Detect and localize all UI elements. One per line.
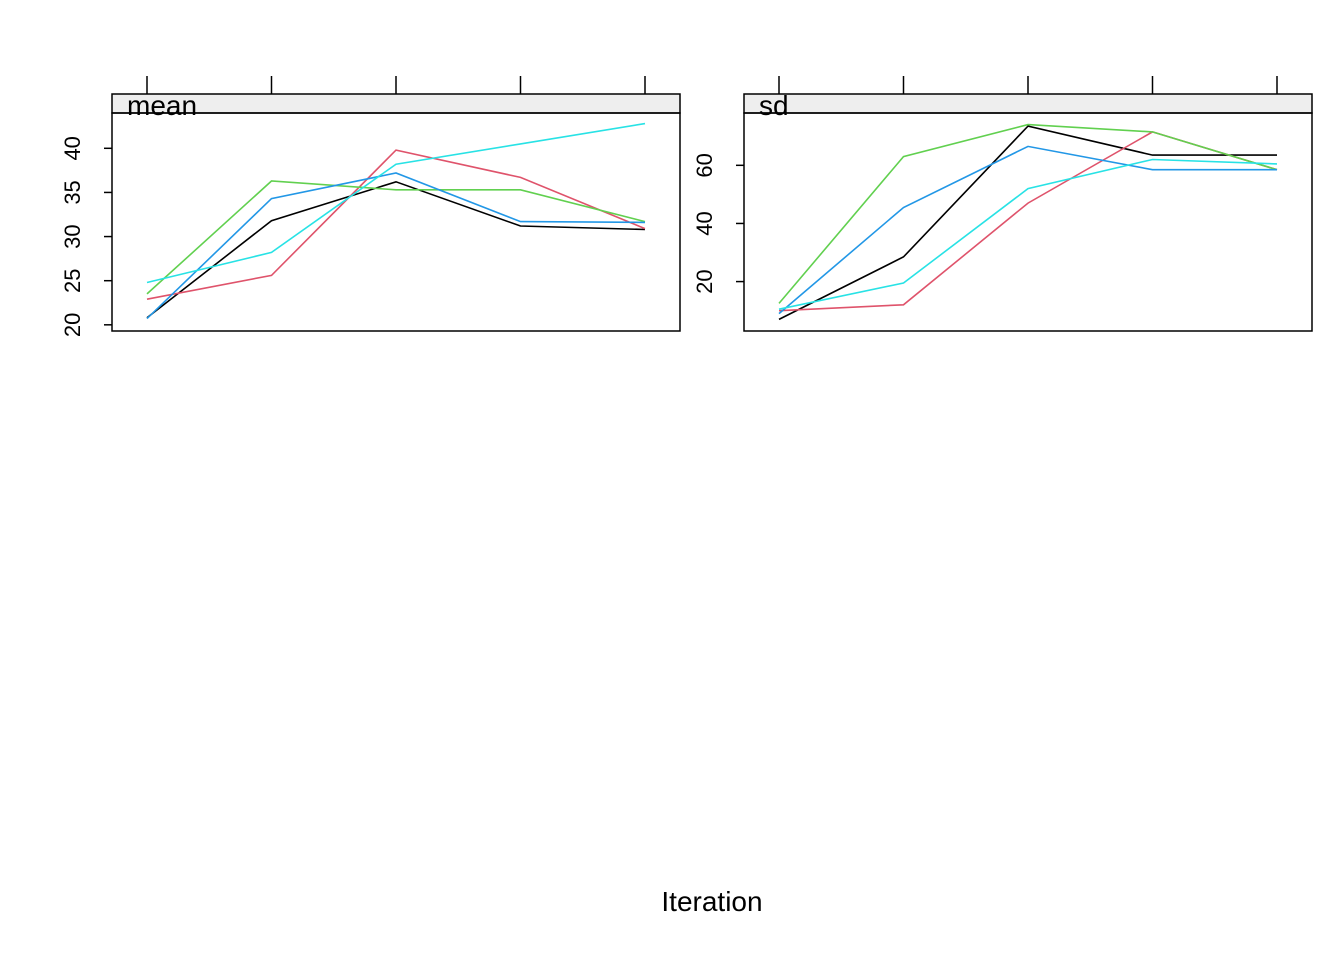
y-tick-label-mean-20: 20 — [60, 313, 85, 337]
series-line-sd-2 — [778, 131, 1278, 312]
strip-label-mean: mean — [127, 90, 197, 121]
y-tick-label-sd-20: 20 — [692, 269, 717, 293]
series-line-mean-5 — [146, 122, 646, 284]
series-line-sd-4 — [778, 145, 1277, 315]
strip-sd — [743, 93, 1313, 114]
strip-label-sd: sd — [759, 90, 789, 121]
series-line-sd-3 — [778, 123, 1278, 304]
plot-area-sd — [743, 112, 1313, 332]
panel-sd: sd 20 40 60 — [692, 76, 1313, 332]
x-axis-label: Iteration — [661, 886, 762, 917]
y-tick-label-mean-30: 30 — [60, 224, 85, 248]
y-tick-label-sd-40: 40 — [692, 211, 717, 235]
series-line-mean-3 — [146, 180, 646, 295]
panel-mean: mean 20 25 30 35 40 — [60, 76, 681, 337]
y-tick-label-mean-35: 35 — [60, 180, 85, 204]
y-tick-label-mean-25: 25 — [60, 268, 85, 292]
series-line-sd-5 — [778, 158, 1278, 310]
y-tick-label-sd-60: 60 — [692, 153, 717, 177]
series-line-mean-1 — [146, 180, 646, 319]
series-line-mean-4 — [146, 172, 646, 320]
y-tick-label-mean-40: 40 — [60, 136, 85, 160]
series-line-sd-1 — [778, 125, 1277, 321]
series-line-mean-2 — [146, 149, 646, 300]
plot-area-mean — [111, 112, 681, 332]
strip-mean — [111, 93, 681, 114]
